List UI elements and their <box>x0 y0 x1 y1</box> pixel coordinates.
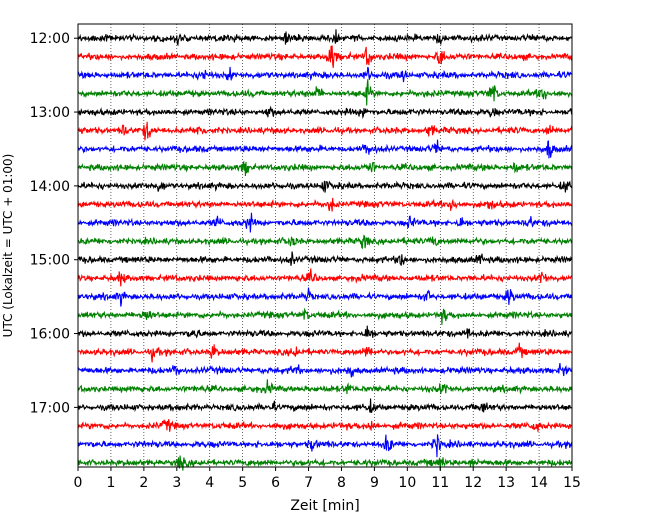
x-tick-label: 1 <box>106 475 115 491</box>
trace-row-1315 <box>77 121 573 141</box>
y-axis-ticks: 12:00 13:00 14:00 15:00 16:00 17:00 <box>30 31 78 416</box>
trace-row-1245 <box>77 79 573 106</box>
trace-row-1200 <box>77 29 573 47</box>
trace-row-1745 <box>77 455 573 471</box>
trace-row-1430 <box>77 212 573 233</box>
x-tick-label: 14 <box>530 475 548 491</box>
trace-row-1730 <box>77 434 573 458</box>
x-axis-ticks: 0 1 2 3 4 5 6 7 8 9 10 11 12 13 14 15 <box>74 467 581 491</box>
x-tick-label: 2 <box>139 475 148 491</box>
vertical-gridlines <box>110 24 540 467</box>
trace-row-1630 <box>77 362 573 378</box>
x-tick-label: 11 <box>431 475 449 491</box>
trace-row-1530 <box>77 287 573 307</box>
trace-row-1300 <box>77 105 573 120</box>
y-tick-label: 14:00 <box>30 179 70 195</box>
trace-row-1345 <box>77 160 573 177</box>
y-tick-label: 16:00 <box>30 327 70 343</box>
y-tick-label: 17:00 <box>30 400 70 416</box>
x-tick-label: 8 <box>337 475 346 491</box>
x-tick-label: 9 <box>370 475 379 491</box>
y-axis-title: UTC (Lokalzeit = UTC + 01:00) <box>1 154 15 338</box>
trace-row-1700 <box>77 398 573 413</box>
plot-frame <box>77 23 573 468</box>
trace-row-1645 <box>77 379 573 395</box>
x-tick-label: 3 <box>172 475 181 491</box>
trace-row-1400 <box>77 180 573 193</box>
x-tick-label: 0 <box>74 475 83 491</box>
x-tick-label: 15 <box>563 475 581 491</box>
x-tick-label: 6 <box>271 475 280 491</box>
trace-row-1330 <box>77 139 573 159</box>
trace-row-1715 <box>77 419 573 432</box>
trace-row-1545 <box>77 307 573 325</box>
x-tick-label: 13 <box>497 475 515 491</box>
trace-row-1445 <box>77 234 573 250</box>
trace-row-1215 <box>77 45 573 68</box>
y-tick-label: 15:00 <box>30 253 70 269</box>
trace-rows <box>77 29 573 471</box>
trace-row-1230 <box>77 66 573 83</box>
x-tick-label: 4 <box>205 475 214 491</box>
x-axis-title: Zeit [min] <box>290 498 359 514</box>
x-tick-label: 12 <box>464 475 482 491</box>
x-tick-label: 7 <box>304 475 313 491</box>
x-tick-label: 10 <box>398 475 416 491</box>
x-tick-label: 5 <box>238 475 247 491</box>
y-tick-label: 13:00 <box>30 105 70 121</box>
y-tick-label: 12:00 <box>30 31 70 47</box>
trace-row-1415 <box>77 197 573 212</box>
trace-row-1615 <box>77 342 573 363</box>
trace-row-1600 <box>77 325 573 339</box>
trace-row-1515 <box>77 268 573 287</box>
trace-row-1500 <box>77 251 573 266</box>
